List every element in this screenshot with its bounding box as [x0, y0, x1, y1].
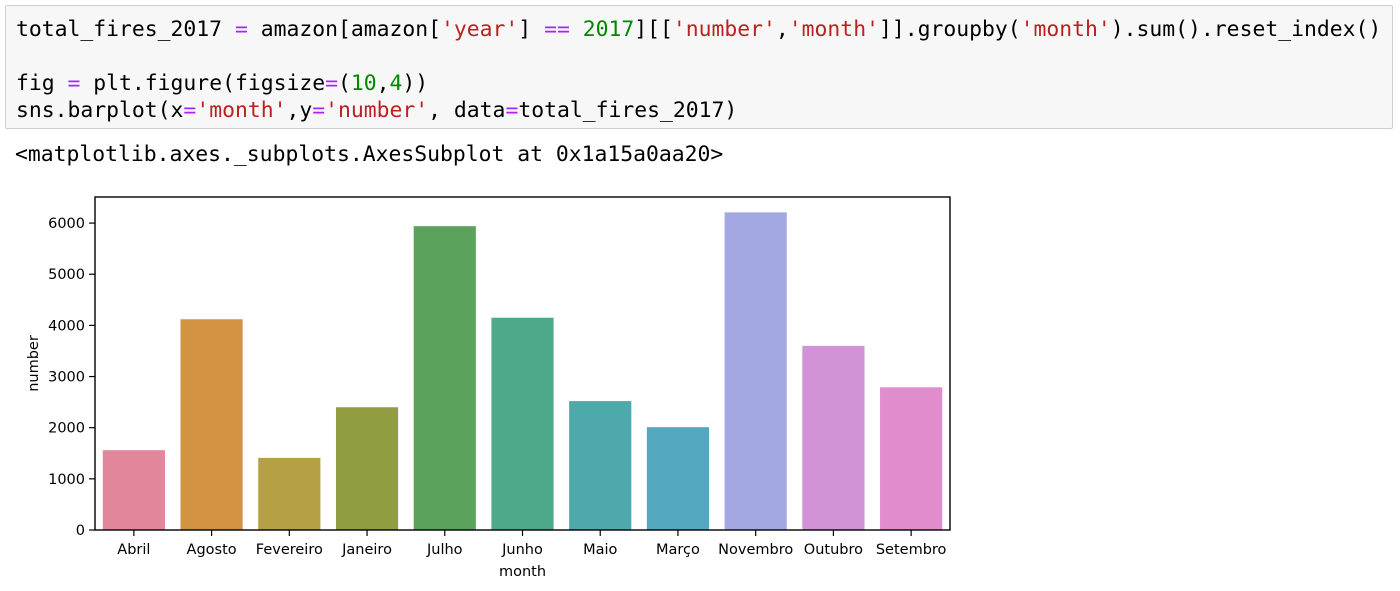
code-token: ).sum().reset_index() [1110, 17, 1382, 42]
x-tick-label: Novembro [718, 542, 793, 558]
code-token: 'year' [441, 17, 519, 42]
y-tick-label: 5000 [48, 267, 85, 283]
code-token: ,y [286, 98, 313, 123]
code-token: 'number' [672, 17, 776, 42]
code-token: amazon[amazon[ [247, 17, 442, 42]
code-token: 4 [389, 71, 403, 96]
y-tick-label: 1000 [48, 472, 85, 488]
bar [180, 319, 243, 530]
code-token: fig [16, 71, 68, 96]
code-line: total_fires_2017 = amazon[amazon['year']… [16, 16, 1381, 43]
code-token: , [775, 17, 789, 42]
code-token: = [312, 98, 326, 123]
code-line: sns.barplot(x='month',y='number', data=t… [16, 97, 1381, 124]
bar [880, 387, 943, 530]
x-tick-label: Junho [501, 542, 543, 558]
bar [569, 401, 632, 530]
code-cell[interactable]: total_fires_2017 = amazon[amazon['year']… [5, 5, 1393, 129]
x-tick-label: Agosto [187, 542, 237, 558]
x-tick-label: Abril [117, 542, 150, 558]
x-axis-label: month [499, 564, 546, 580]
output-repr: <matplotlib.axes._subplots.AxesSubplot a… [15, 142, 724, 167]
code-token: 2017 [582, 17, 635, 42]
code-token: 'month' [196, 98, 287, 123]
code-token: )) [402, 71, 429, 96]
code-token: , [376, 71, 390, 96]
code-token: = [234, 17, 248, 42]
y-tick-label: 4000 [48, 318, 85, 334]
code-token: ][[ [634, 17, 673, 42]
bar [646, 427, 710, 530]
code-token: = [505, 98, 519, 123]
x-tick-label: Março [656, 542, 700, 558]
code-token: ] [518, 17, 545, 42]
bar [102, 450, 165, 530]
code-token: , data [428, 98, 506, 123]
y-tick-label: 0 [76, 523, 85, 539]
code-token: 10 [350, 71, 377, 96]
x-tick-label: Outubro [804, 542, 863, 558]
plot-frame [94, 196, 951, 531]
code-token: total_fires_2017) [518, 98, 738, 123]
bar [724, 212, 787, 530]
code-token: 'month' [1020, 17, 1111, 42]
code-token: sns.barplot(x [16, 98, 184, 123]
bar [491, 317, 554, 530]
x-tick-label: Julho [426, 542, 463, 558]
code-token [570, 17, 583, 42]
code-token: = [183, 98, 197, 123]
y-axis-label: number [26, 335, 42, 392]
code-token: = [67, 71, 81, 96]
bar [335, 407, 399, 530]
x-tick-label: Janeiro [341, 542, 392, 558]
y-tick-label: 3000 [48, 370, 85, 386]
y-tick-label: 6000 [48, 216, 85, 232]
code-token: = [325, 71, 338, 96]
code-token: 'month' [788, 17, 879, 42]
code-token: ( [337, 71, 351, 96]
y-tick-label: 2000 [48, 421, 85, 437]
x-tick-label: Maio [583, 542, 617, 558]
code-line: fig = plt.figure(figsize=(10,4)) [16, 70, 1381, 97]
code-editor[interactable]: total_fires_2017 = amazon[amazon['year']… [16, 16, 1381, 124]
code-token: == [544, 17, 570, 42]
x-tick-label: Fevereiro [256, 542, 323, 558]
x-tick-label: Setembro [876, 542, 947, 558]
code-line [16, 43, 1381, 70]
code-token: total_fires_2017 [16, 17, 235, 42]
code-token: 'number' [325, 98, 429, 123]
code-token: plt.figure(figsize [80, 71, 326, 96]
bar [802, 345, 865, 530]
bar [413, 226, 476, 530]
code-token: ]].groupby( [878, 17, 1021, 42]
bar [258, 457, 321, 530]
